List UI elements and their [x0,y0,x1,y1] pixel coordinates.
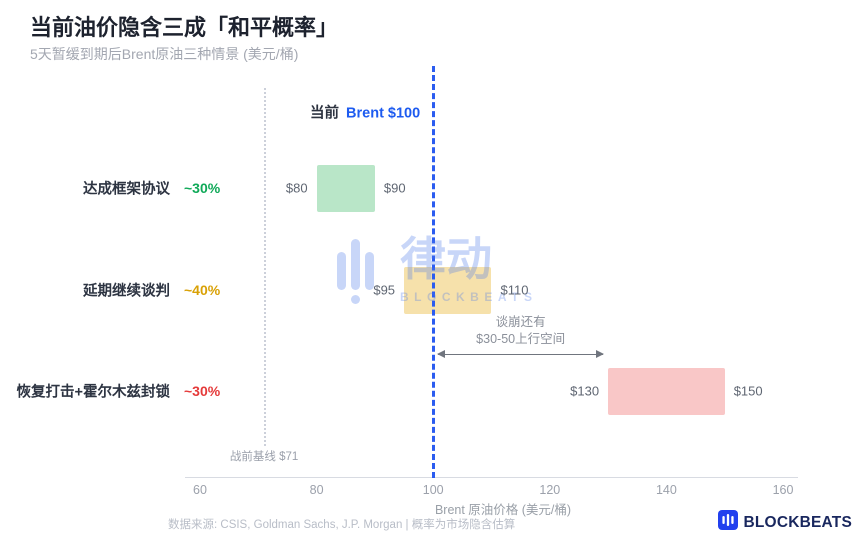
scenario-name-2: 恢复打击+霍尔木兹封锁 [16,384,170,401]
source-note: 数据来源: CSIS, Goldman Sachs, J.P. Morgan |… [168,519,516,531]
watermark-text: 律动 BLOCKBEATS [400,234,537,304]
upside-annotation-line2: $30-50上行空间 [476,332,566,346]
prewar-baseline-label: 战前基线 $71 [229,451,299,463]
x-axis-line [185,477,798,478]
upside-annotation-line1: 谈崩还有 [495,315,546,329]
scenario-probability-2: ~30% [184,383,221,399]
scenario-name-0: 达成框架协议 [83,181,170,198]
range-bar-1 [404,266,492,314]
range-max-label-1: $110 [500,282,529,298]
watermark: 律动 BLOCKBEATS [336,234,537,313]
watermark-cn: 律动 [400,233,492,285]
current-price-prefix: 当前 [310,105,340,122]
upside-arrow [437,350,604,358]
upside-annotation: 谈崩还有 $30-50上行空间 [476,314,565,348]
blockbeats-logo-text: BLOCKBEATS [743,513,852,531]
x-axis-title: Brent 原油价格 (美元/桶) [434,503,572,517]
x-tick-1: 80 [309,483,324,497]
x-tick-3: 120 [539,483,561,497]
chart-title: 当前油价隐含三成「和平概率」 [30,15,339,40]
current-price-value: Brent $100 [346,105,421,122]
scenario-probability-1: ~40% [184,282,221,298]
x-tick-0: 60 [193,483,207,497]
current-price-line [431,66,435,478]
scenario-name-1: 延期继续谈判 [83,283,170,300]
range-max-label-2: $150 [733,383,763,399]
blockbeats-logo-icon [717,510,738,535]
range-min-label-1: $95 [373,282,396,298]
soundbars-icon [336,234,388,313]
range-min-label-2: $130 [570,383,600,399]
chart-subtitle: 5天暂缓到期后Brent原油三种情景 (美元/桶) [30,46,299,62]
scenario-probability-0: ~30% [184,180,221,196]
x-tick-5: 160 [772,483,794,497]
blockbeats-logo: BLOCKBEATS [717,510,853,535]
range-bar-0 [316,164,375,212]
x-tick-2: 100 [422,483,444,497]
range-min-label-0: $80 [285,180,308,196]
watermark-en: BLOCKBEATS [400,289,538,304]
x-tick-4: 140 [655,483,677,497]
current-price-label: 当前 Brent $100 [310,102,420,123]
range-max-label-0: $90 [383,180,406,196]
range-bar-2 [608,367,725,415]
prewar-baseline-line [264,88,267,446]
